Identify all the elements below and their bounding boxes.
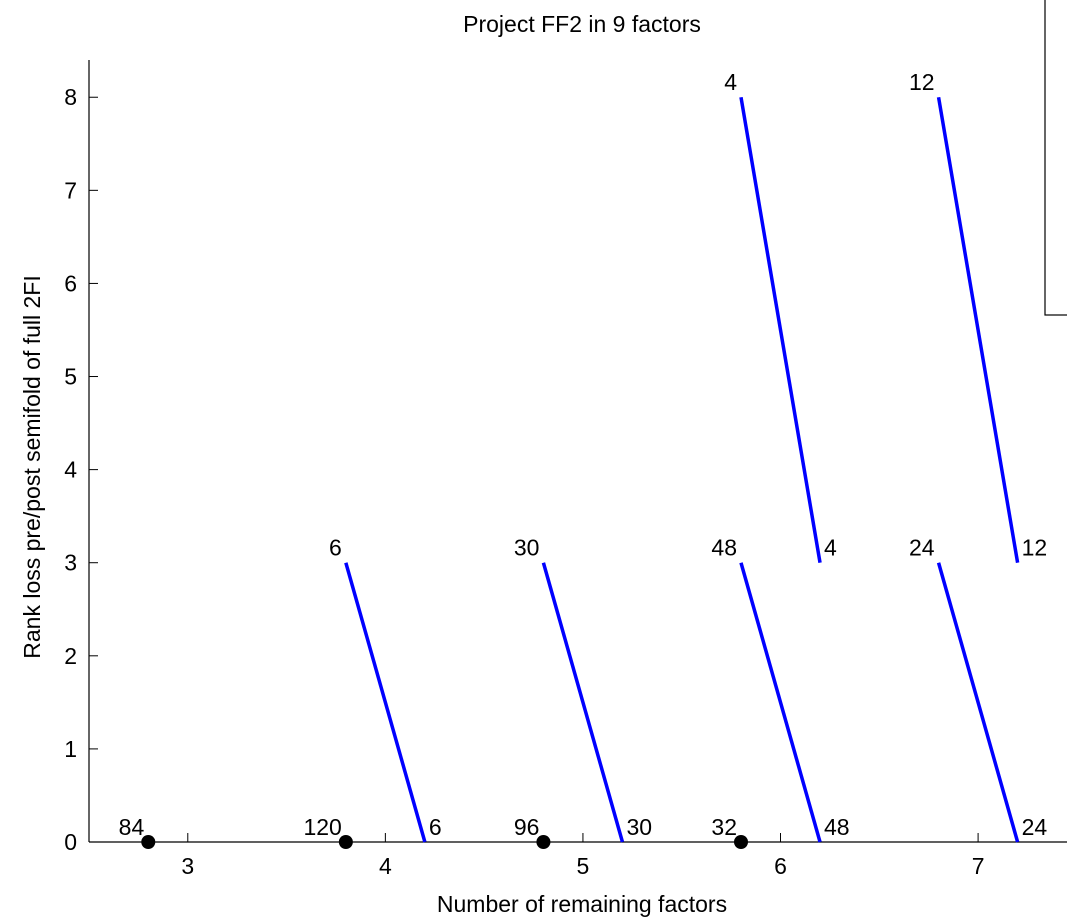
x-tick-label: 7 bbox=[972, 853, 985, 879]
segment-end-label: 4 bbox=[824, 535, 837, 561]
segment-start-label: 4 bbox=[724, 69, 737, 95]
data-point bbox=[734, 835, 748, 849]
x-axis-label: Number of remaining factors bbox=[437, 891, 727, 917]
data-point bbox=[536, 835, 551, 849]
y-tick-label: 4 bbox=[64, 457, 77, 483]
y-tick-label: 3 bbox=[64, 550, 77, 576]
segment-line bbox=[936, 96, 1020, 564]
segment-start-label: 48 bbox=[711, 535, 737, 561]
y-axis-label: Rank loss pre/post semifold of full 2FI bbox=[19, 275, 45, 659]
y-tick-label: 6 bbox=[64, 270, 77, 296]
y-tick-label: 7 bbox=[64, 177, 77, 203]
segment-line bbox=[739, 562, 822, 843]
segment-start-label: 6 bbox=[329, 535, 342, 561]
data-point-label: 96 bbox=[514, 814, 540, 840]
data-point bbox=[141, 835, 156, 849]
y-tick-label: 5 bbox=[64, 364, 77, 390]
x-tick-label: 3 bbox=[181, 853, 194, 879]
segment-start-label: 24 bbox=[909, 535, 935, 561]
data-point-label: 32 bbox=[711, 814, 737, 840]
legend-box bbox=[1044, 0, 1067, 316]
x-tick-label: 6 bbox=[774, 853, 787, 879]
segment-start-label: 30 bbox=[514, 535, 540, 561]
segment-end-label: 6 bbox=[429, 814, 442, 840]
data-point-label: 120 bbox=[303, 814, 341, 840]
data-point bbox=[338, 835, 353, 849]
y-tick-label: 8 bbox=[64, 84, 77, 110]
segment-end-label: 12 bbox=[1022, 535, 1048, 561]
segment-start-label: 12 bbox=[909, 69, 935, 95]
x-tick-label: 5 bbox=[577, 853, 590, 879]
segment-end-label: 48 bbox=[824, 814, 850, 840]
segment-line bbox=[936, 562, 1020, 843]
y-tick-label: 0 bbox=[64, 829, 77, 855]
chart-title: Project FF2 in 9 factors bbox=[463, 11, 701, 37]
segment-line bbox=[739, 96, 822, 564]
y-tick-label: 1 bbox=[64, 736, 77, 762]
data-point-label: 84 bbox=[119, 814, 145, 840]
segment-end-label: 24 bbox=[1022, 814, 1048, 840]
y-tick-label: 2 bbox=[64, 643, 77, 669]
segment-line bbox=[344, 562, 427, 843]
segment-line bbox=[541, 562, 625, 843]
segment-end-label: 30 bbox=[626, 814, 652, 840]
x-tick-label: 4 bbox=[379, 853, 392, 879]
